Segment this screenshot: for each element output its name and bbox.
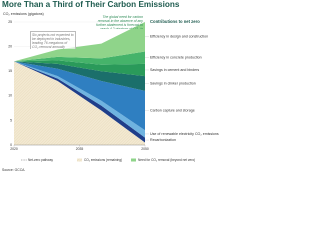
legend-label: Need for CO₂ removal (beyond net zero) <box>138 158 195 162</box>
legend-label: Efficiency in concrete production <box>150 56 202 60</box>
area <box>14 51 145 65</box>
area <box>14 61 145 91</box>
area <box>14 61 145 131</box>
x-tick-label: 2050 <box>141 147 149 151</box>
y-tick-label: 10 <box>8 94 12 98</box>
source: Source: GCCA. <box>2 168 25 172</box>
legend-label: Savings in clinker production <box>150 81 196 85</box>
y-tick-label: 25 <box>8 20 12 24</box>
legend-swatch <box>131 158 136 162</box>
area <box>14 61 145 145</box>
annotation: The global need for carbon removal in th… <box>96 15 143 29</box>
legend-label: Use of renewable electricity CO₂ emissio… <box>150 132 219 136</box>
y-tick-label: 5 <box>10 118 12 122</box>
x-tick-label: 2035 <box>76 147 84 151</box>
legend-label: Net-zero pathway <box>28 158 53 162</box>
legend-label: Efficiency in design and construction <box>150 35 208 39</box>
legend-label: Savings in cement and binders <box>150 68 199 72</box>
legend-label: Carbon capture and storage <box>150 109 195 113</box>
area <box>14 22 145 62</box>
y-tick-label: 0 <box>10 143 12 147</box>
chart-title: More Than a Third of Their Carbon Emissi… <box>2 0 180 9</box>
annotation: The global need for carbon removal in th… <box>96 15 143 29</box>
annotation: Six projects not expected to be deployed… <box>30 31 76 49</box>
x-tick-label: 2020 <box>10 147 18 151</box>
annotation: Six projects not expected to be deployed… <box>30 31 76 49</box>
chart: More Than a Third of Their Carbon Emissi… <box>2 0 219 172</box>
legend-swatch <box>77 158 82 162</box>
y-tick-label: 20 <box>8 44 12 48</box>
y-axis-label: CO₂ emissions (gigatons) <box>3 12 44 16</box>
legend-label: CO₂ emissions (remaining) <box>84 158 122 162</box>
area <box>14 60 145 77</box>
legend-label: Recarbonization <box>150 138 176 142</box>
y-tick-label: 15 <box>8 69 12 73</box>
legend-title: Contributions to net zero <box>150 19 200 24</box>
